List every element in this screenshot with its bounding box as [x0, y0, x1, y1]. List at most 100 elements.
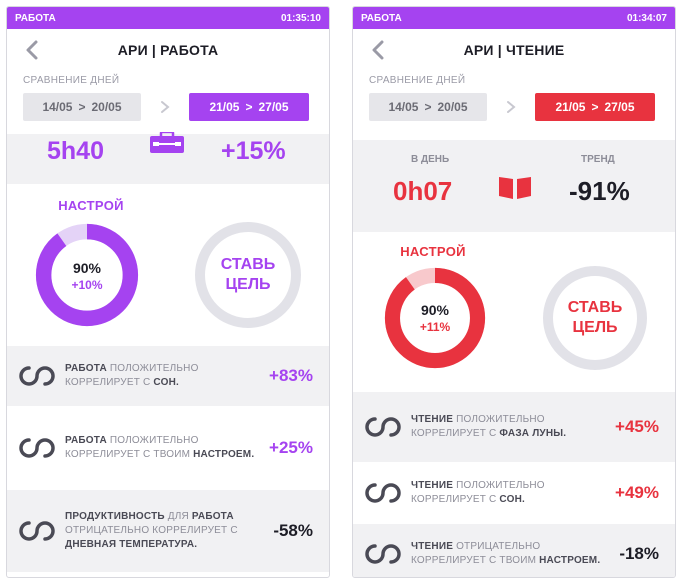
- corr-verb: ПОЛОЖИТЕЛЬНО КОРРЕЛИРУЕТ С: [65, 363, 199, 388]
- status-activity-label: РАБОТА: [361, 12, 402, 24]
- correlation-row[interactable]: ЧТЕНИЕ ОТРИЦАТЕЛЬНО КОРРЕЛИРУЕТ С ТВОИМ …: [353, 524, 675, 577]
- cur-range-start: 21/05: [555, 100, 586, 114]
- range-separator: >: [591, 100, 599, 114]
- correlation-description: ЧТЕНИЕ ОТРИЦАТЕЛЬНО КОРРЕЛИРУЕТ С ТВОИМ …: [411, 540, 609, 568]
- correlation-value: -18%: [619, 544, 659, 563]
- correlation-row[interactable]: ПРОДУКТИВНОСТЬ ДЛЯ РАБОТА ОТРИЦАТЕЛЬНО К…: [7, 490, 329, 572]
- set-goal-button[interactable]: СТАВЬ ЦЕЛЬ: [543, 266, 647, 370]
- trend-value: +15%: [221, 137, 286, 165]
- mood-value: 90%: [420, 302, 450, 318]
- corr-target: СОН.: [499, 494, 525, 505]
- trend-label: ТРЕНД: [581, 154, 615, 165]
- stats-band: 5h40 +15%: [7, 132, 329, 184]
- correlation-link-icon: [19, 438, 55, 458]
- corr-target: ФАЗА ЛУНЫ.: [499, 428, 567, 439]
- correlation-value: +49%: [615, 483, 659, 502]
- prev-range-start: 14/05: [388, 100, 419, 114]
- mood-ring-text: 90% +10%: [34, 260, 140, 292]
- corr-verb: ПОЛОЖИТЕЛЬНО КОРРЕЛИРУЕТ С: [411, 480, 545, 505]
- correlation-value: +83%: [269, 366, 313, 385]
- correlation-value: +45%: [615, 417, 659, 436]
- corr-verb: ПОЛОЖИТЕЛЬНО КОРРЕЛИРУЕТ С: [411, 414, 545, 439]
- goal-line-1: СТАВЬ: [567, 299, 623, 316]
- book-icon: [499, 177, 531, 199]
- phone-screen-reading: РАБОТА 01:34:07 АРИ | ЧТЕНИЕ СРАВНЕНИЕ Д…: [352, 6, 676, 578]
- mood-progress-arc: [384, 267, 486, 369]
- per-day-value: 0h07: [393, 176, 453, 206]
- correlation-description: ПРОДУКТИВНОСТЬ ДЛЯ РАБОТА ОТРИЦАТЕЛЬНО К…: [65, 510, 263, 552]
- current-range-button[interactable]: 21/05 > 27/05: [189, 93, 309, 121]
- mood-value: 90%: [72, 260, 102, 276]
- mood-progress-arc: [35, 223, 139, 327]
- set-goal-button[interactable]: СТАВЬ ЦЕЛЬ: [195, 222, 301, 328]
- corr-subject: РАБОТА: [65, 363, 107, 374]
- status-activity-label: РАБОТА: [15, 12, 56, 24]
- next-chevron-icon: [141, 100, 189, 114]
- correlation-row[interactable]: ЧТЕНИЕ ПОЛОЖИТЕЛЬНО КОРРЕЛИРУЕТ С ФАЗА Л…: [353, 392, 675, 462]
- compare-days-label: СРАВНЕНИЕ ДНЕЙ: [369, 75, 466, 86]
- corr-subject: ЧТЕНИЕ: [411, 414, 454, 425]
- corr-verb: ОТРИЦАТЕЛЬНО КОРРЕЛИРУЕТ С ТВОИМ: [411, 541, 541, 566]
- mood-progress-ring: [384, 267, 486, 369]
- corr-subject-2: РАБОТА: [191, 511, 234, 522]
- status-bar: РАБОТА 01:34:07: [353, 7, 675, 29]
- mood-delta: +10%: [71, 278, 103, 292]
- correlation-link-icon: [365, 483, 401, 503]
- corr-verb: ПОЛОЖИТЕЛЬНО КОРРЕЛИРУЕТ С ТВОИМ: [65, 435, 199, 460]
- compare-days-label: СРАВНЕНИЕ ДНЕЙ: [23, 75, 120, 86]
- cur-range-end: 27/05: [604, 100, 635, 114]
- correlation-description: РАБОТА ПОЛОЖИТЕЛЬНО КОРРЕЛИРУЕТ С СОН.: [65, 362, 263, 390]
- goal-line-1: СТАВЬ: [220, 256, 276, 273]
- correlation-link-icon: [19, 521, 55, 541]
- corr-target: СОН.: [153, 377, 179, 388]
- corr-verb-2: ОТРИЦАТЕЛЬНО КОРРЕЛИРУЕТ С: [65, 525, 238, 536]
- prev-range-end: 20/05: [91, 100, 122, 114]
- correlation-description: ЧТЕНИЕ ПОЛОЖИТЕЛЬНО КОРРЕЛИРУЕТ С СОН.: [411, 479, 609, 507]
- previous-range-button[interactable]: 14/05 > 20/05: [23, 93, 141, 121]
- previous-range-button[interactable]: 14/05 > 20/05: [369, 93, 487, 121]
- mood-label: НАСТРОЙ: [58, 198, 124, 213]
- prev-range-start: 14/05: [42, 100, 73, 114]
- status-time: 01:34:07: [626, 12, 667, 24]
- goal-line-2: ЦЕЛЬ: [225, 276, 271, 293]
- mood-delta: +11%: [419, 320, 451, 334]
- briefcase-icon: [150, 132, 184, 153]
- correlation-row[interactable]: РАБОТА ПОЛОЖИТЕЛЬНО КОРРЕЛИРУЕТ С СОН. +…: [7, 346, 329, 406]
- screen-header: АРИ | ЧТЕНИЕ: [353, 29, 675, 71]
- stats-band: В ДЕНЬ 0h07 ТРЕНД -91%: [353, 140, 675, 232]
- correlation-link-icon: [365, 544, 401, 564]
- back-chevron-icon[interactable]: [23, 39, 43, 61]
- correlation-value: +25%: [269, 438, 313, 457]
- correlation-value: -58%: [273, 521, 313, 540]
- cur-range-end: 27/05: [258, 100, 289, 114]
- page-title: АРИ | ЧТЕНИЕ: [463, 42, 565, 58]
- per-day-value: 5h40: [47, 137, 104, 165]
- correlation-row[interactable]: ЧТЕНИЕ ПОЛОЖИТЕЛЬНО КОРРЕЛИРУЕТ С СОН. +…: [353, 462, 675, 524]
- correlation-row[interactable]: РАБОТА ПОЛОЖИТЕЛЬНО КОРРЕЛИРУЕТ С ТВОИМ …: [7, 406, 329, 490]
- corr-target: НАСТРОЕМ.: [539, 555, 601, 566]
- mood-label: НАСТРОЙ: [400, 244, 466, 259]
- date-range-selector: 14/05 > 20/05 21/05 > 27/05: [353, 92, 675, 122]
- page-title: АРИ | РАБОТА: [117, 42, 219, 58]
- range-separator: >: [424, 100, 432, 114]
- screen-header: АРИ | РАБОТА: [7, 29, 329, 71]
- status-bar: РАБОТА 01:35:10: [7, 7, 329, 29]
- correlation-description: РАБОТА ПОЛОЖИТЕЛЬНО КОРРЕЛИРУЕТ С ТВОИМ …: [65, 434, 263, 462]
- corr-subject: ПРОДУКТИВНОСТЬ: [65, 511, 165, 522]
- corr-verb: ДЛЯ: [164, 511, 192, 522]
- corr-subject: ЧТЕНИЕ: [411, 541, 454, 552]
- status-time: 01:35:10: [280, 12, 321, 24]
- current-range-button[interactable]: 21/05 > 27/05: [535, 93, 655, 121]
- next-chevron-icon: [487, 100, 535, 114]
- correlation-description: ЧТЕНИЕ ПОЛОЖИТЕЛЬНО КОРРЕЛИРУЕТ С ФАЗА Л…: [411, 413, 609, 441]
- range-separator: >: [245, 100, 253, 114]
- date-range-selector: 14/05 > 20/05 21/05 > 27/05: [7, 92, 329, 122]
- per-day-label: В ДЕНЬ: [411, 154, 450, 165]
- prev-range-end: 20/05: [437, 100, 468, 114]
- trend-value: -91%: [569, 176, 630, 206]
- correlation-link-icon: [19, 366, 55, 386]
- corr-subject: ЧТЕНИЕ: [411, 480, 454, 491]
- cur-range-start: 21/05: [209, 100, 240, 114]
- mood-goal-area: НАСТРОЙ 90% +11% СТАВЬ ЦЕЛЬ: [353, 232, 675, 392]
- back-chevron-icon[interactable]: [369, 39, 389, 61]
